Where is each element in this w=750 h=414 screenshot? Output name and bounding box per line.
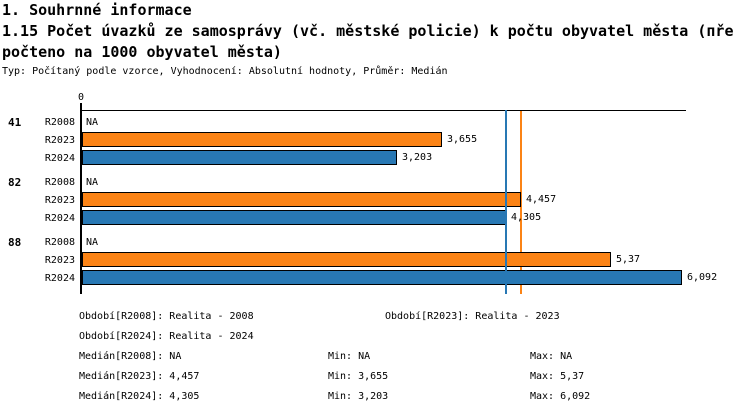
na-value-label: NA: [86, 177, 99, 188]
category-label: 88: [8, 236, 22, 249]
bar-r2024-88: [82, 270, 682, 285]
series-label-r2024: R2024: [44, 273, 75, 284]
series-label-r2024: R2024: [44, 153, 75, 164]
bar-value-label: 5,37: [616, 254, 641, 265]
na-value-label: NA: [86, 117, 99, 128]
series-label-r2008: R2008: [44, 177, 75, 188]
legend-item: Období[R2008]: Realita - 2008: [79, 311, 254, 322]
median-line-r2023: [520, 110, 522, 294]
legend-item: Max: 6,092: [530, 391, 591, 402]
legend-item: Min: NA: [328, 351, 371, 362]
legend-item: Min: 3,655: [328, 371, 389, 382]
bar-value-label: 4,305: [511, 212, 542, 223]
plot-top-line: [80, 110, 686, 111]
legend-item: Min: 3,203: [328, 391, 389, 402]
bar-r2023-88: [82, 252, 611, 267]
series-label-r2008: R2008: [44, 117, 75, 128]
series-label-r2023: R2023: [44, 135, 75, 146]
legend-item: Medián[R2008]: NA: [79, 351, 182, 362]
na-value-label: NA: [86, 237, 99, 248]
median-line-r2024: [505, 110, 507, 294]
bar-r2023-41: [82, 132, 442, 147]
value-axis-line: [80, 103, 82, 294]
indicator-title-line1: 1.15 Počet úvazků ze samosprávy (vč. měs…: [2, 22, 734, 40]
bar-value-label: 3,203: [402, 152, 433, 163]
legend-item: Medián[R2023]: 4,457: [79, 371, 200, 382]
section-title: 1. Souhrnné informace: [2, 1, 192, 19]
series-label-r2008: R2008: [44, 237, 75, 248]
bar-r2024-41: [82, 150, 397, 165]
legend-item: Období[R2023]: Realita - 2023: [385, 311, 560, 322]
bar-r2023-82: [82, 192, 521, 207]
bar-value-label: 3,655: [447, 134, 478, 145]
category-label: 41: [8, 116, 22, 129]
indicator-title-line2: počteno na 1000 obyvatel města): [2, 43, 282, 61]
bar-value-label: 4,457: [526, 194, 557, 205]
axis-zero-label: 0: [77, 92, 85, 103]
legend-item: Medián[R2024]: 4,305: [79, 391, 200, 402]
legend-item: Max: NA: [530, 351, 573, 362]
legend-item: Období[R2024]: Realita - 2024: [79, 331, 254, 342]
series-label-r2023: R2023: [44, 255, 75, 266]
indicator-meta-line: Typ: Počítaný podle vzorce, Vyhodnocení:…: [2, 66, 448, 77]
bar-value-label: 6,092: [687, 272, 718, 283]
category-label: 82: [8, 176, 22, 189]
legend-item: Max: 5,37: [530, 371, 585, 382]
series-label-r2024: R2024: [44, 213, 75, 224]
series-label-r2023: R2023: [44, 195, 75, 206]
bar-r2024-82: [82, 210, 506, 225]
